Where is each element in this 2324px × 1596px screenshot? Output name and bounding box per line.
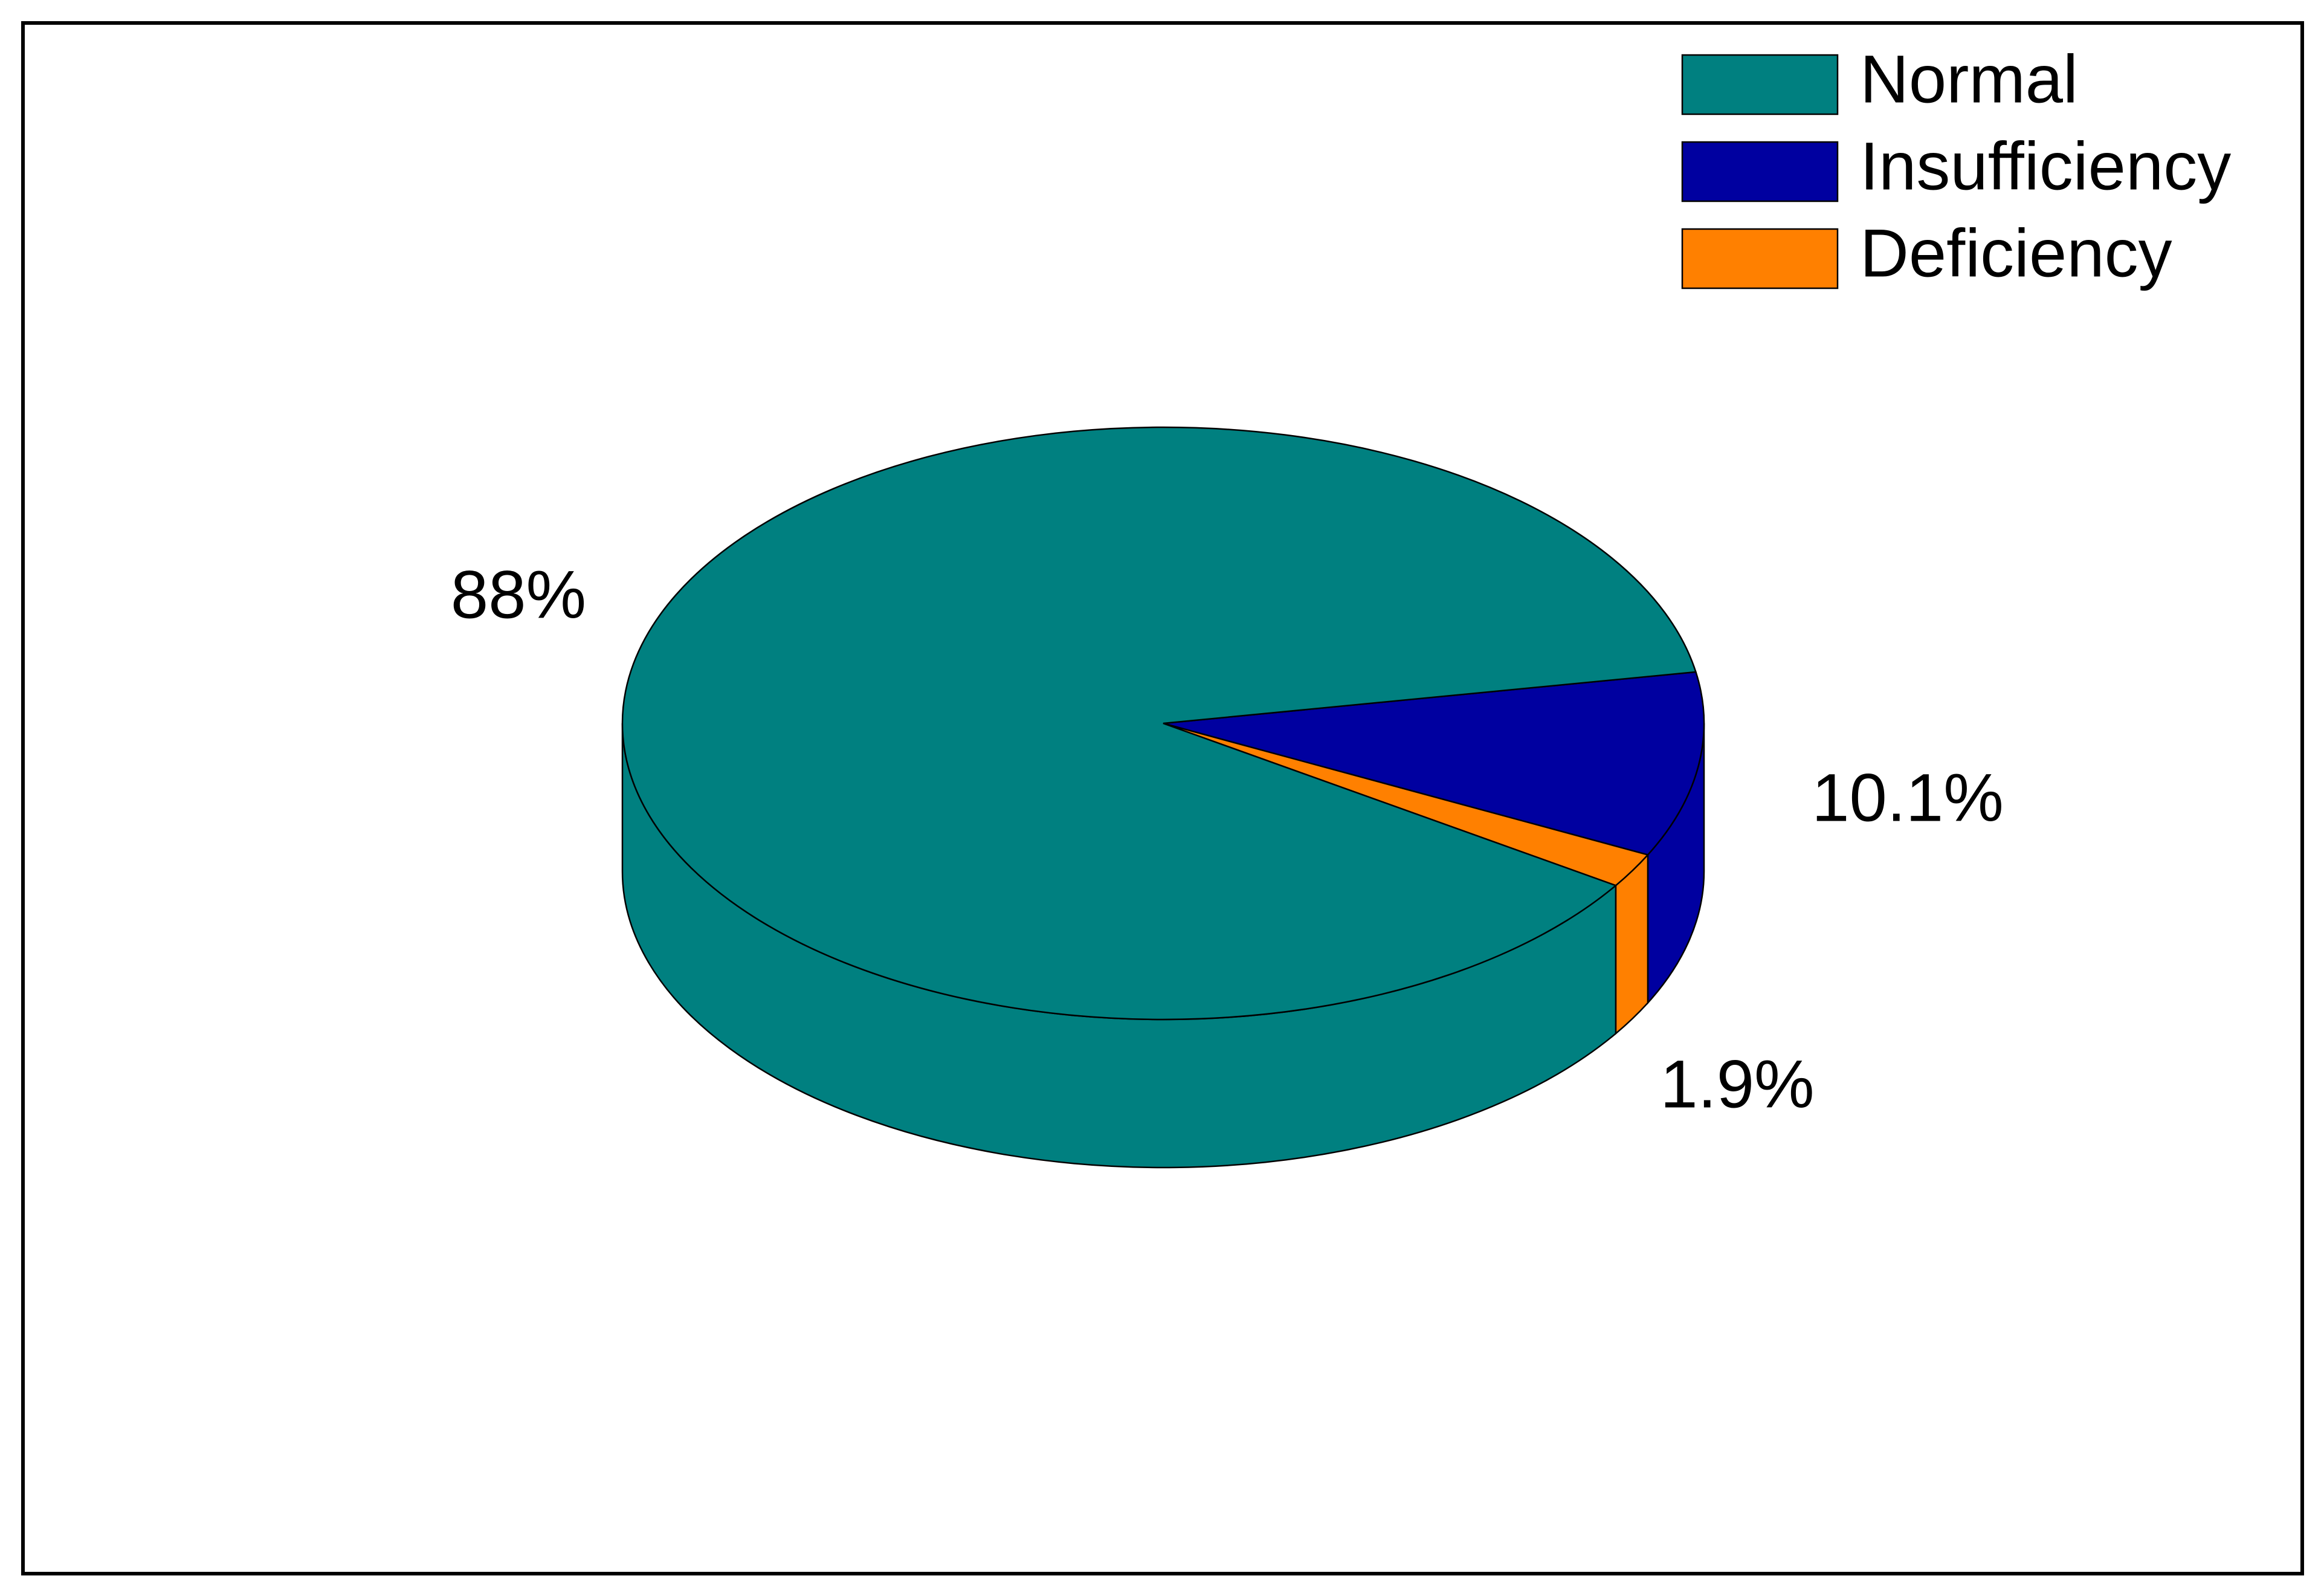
legend-label: Deficiency: [1860, 216, 2172, 291]
data-label: 88%: [451, 557, 586, 633]
data-label: 1.9%: [1660, 1047, 1814, 1122]
legend-swatch: [1681, 54, 1839, 115]
legend-swatch: [1681, 228, 1839, 289]
pie-slice: [1163, 671, 1705, 856]
data-label: 10.1%: [1812, 760, 2004, 836]
legend-swatch: [1681, 141, 1839, 202]
pie-slice: [621, 426, 1697, 1021]
legend-label: Insufficiency: [1860, 129, 2231, 204]
legend-label: Normal: [1860, 42, 2078, 117]
